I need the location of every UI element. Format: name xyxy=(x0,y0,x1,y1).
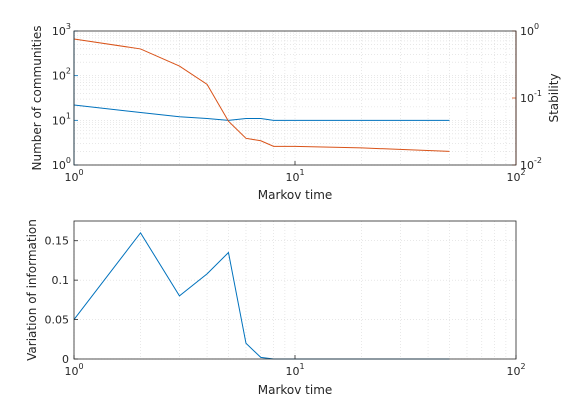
top-right-ytick-label: 10-2 xyxy=(520,156,542,172)
top-left-ytick-label: 102 xyxy=(52,67,71,83)
top-left-ylabel: Number of communities xyxy=(30,26,44,171)
top-right-ytick-label-exponent: 0 xyxy=(534,22,539,31)
top-xtick-label-exponent: 1 xyxy=(299,168,304,177)
top-left-ytick-label-exponent: 2 xyxy=(66,67,71,76)
top-left-ytick-label-base: 10 xyxy=(52,114,66,127)
bottom-ytick-label: 0.15 xyxy=(45,235,70,248)
bottom-xtick-label-base: 10 xyxy=(64,365,78,378)
top-left-ytick-label: 101 xyxy=(52,111,71,127)
top-right-ylabel: Stability xyxy=(547,73,561,122)
top-right-ytick-label-base: 10 xyxy=(520,92,534,105)
top-series-line-0 xyxy=(73,104,450,121)
top-left-ytick-label-exponent: 3 xyxy=(66,22,71,31)
top-series xyxy=(73,38,450,152)
top-xtick-label-base: 10 xyxy=(64,171,78,184)
top-left-ytick-label-base: 10 xyxy=(52,70,66,83)
top-xtick-label-exponent: 0 xyxy=(78,168,83,177)
top-plot-frame xyxy=(73,30,517,166)
top-xlabel: Markov time xyxy=(258,188,333,202)
bottom-xtick-label: 102 xyxy=(506,362,525,378)
top-xtick-label-base: 10 xyxy=(506,171,520,184)
bottom-ytick-label: 0.1 xyxy=(52,274,70,287)
top-right-ytick-label-exponent: -2 xyxy=(534,156,542,165)
top-left-ytick-label-base: 10 xyxy=(52,159,66,172)
top-xtick-label: 100 xyxy=(64,168,83,184)
top-xtick-label: 102 xyxy=(506,168,525,184)
top-xtick-label-exponent: 2 xyxy=(520,168,525,177)
bottom-ytick-label: 0.05 xyxy=(45,314,70,327)
bottom-xtick-label: 101 xyxy=(285,362,304,378)
bottom-xlabel: Markov time xyxy=(258,383,333,397)
bottom-xtick-label-base: 10 xyxy=(506,365,520,378)
bottom-xtick-label-exponent: 0 xyxy=(78,362,83,371)
top-xtick-label: 101 xyxy=(285,168,304,184)
top-right-ytick-label-base: 10 xyxy=(520,159,534,172)
top-left-ytick-label-exponent: 1 xyxy=(66,111,71,120)
top-right-ytick-label-base: 10 xyxy=(520,25,534,38)
bottom-ylabel: Variation of information xyxy=(25,219,39,361)
top-left-ytick-label: 100 xyxy=(52,156,71,172)
bottom-plot-frame xyxy=(73,220,517,360)
top-left-ytick-label: 103 xyxy=(52,22,71,38)
top-right-ytick-label: 10-1 xyxy=(520,89,542,105)
top-left-ytick-label-base: 10 xyxy=(52,25,66,38)
bottom-xtick-label: 100 xyxy=(64,362,83,378)
bottom-xtick-label-base: 10 xyxy=(285,365,299,378)
bottom-grid xyxy=(73,221,516,360)
bottom-ytick-label: 0 xyxy=(62,353,69,366)
top-series-line-1 xyxy=(73,38,450,152)
bottom-xtick-label-exponent: 2 xyxy=(520,362,525,371)
top-left-ytick-label-exponent: 0 xyxy=(66,156,71,165)
bottom-xtick-label-exponent: 1 xyxy=(299,362,304,371)
top-right-ytick-label-exponent: -1 xyxy=(534,89,542,98)
top-xtick-label-base: 10 xyxy=(285,171,299,184)
top-right-ytick-label: 100 xyxy=(520,22,539,38)
top-grid xyxy=(73,31,516,166)
